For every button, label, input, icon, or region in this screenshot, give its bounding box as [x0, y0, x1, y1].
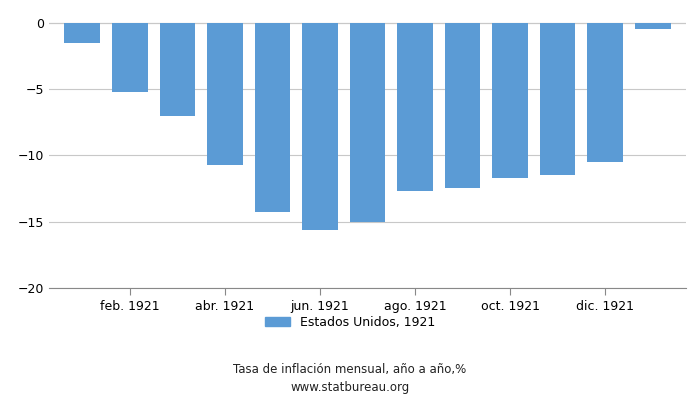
Bar: [255, 23, 290, 212]
Bar: [350, 23, 385, 222]
Bar: [587, 23, 623, 162]
Text: www.statbureau.org: www.statbureau.org: [290, 382, 410, 394]
Bar: [112, 23, 148, 92]
Legend: Estados Unidos, 1921: Estados Unidos, 1921: [260, 311, 440, 334]
Bar: [160, 23, 195, 116]
Bar: [302, 23, 338, 230]
Bar: [540, 23, 575, 175]
Bar: [207, 23, 243, 165]
Text: Tasa de inflación mensual, año a año,%: Tasa de inflación mensual, año a año,%: [233, 364, 467, 376]
Bar: [492, 23, 528, 178]
Bar: [64, 23, 100, 42]
Bar: [397, 23, 433, 191]
Bar: [444, 23, 480, 188]
Bar: [635, 23, 671, 29]
